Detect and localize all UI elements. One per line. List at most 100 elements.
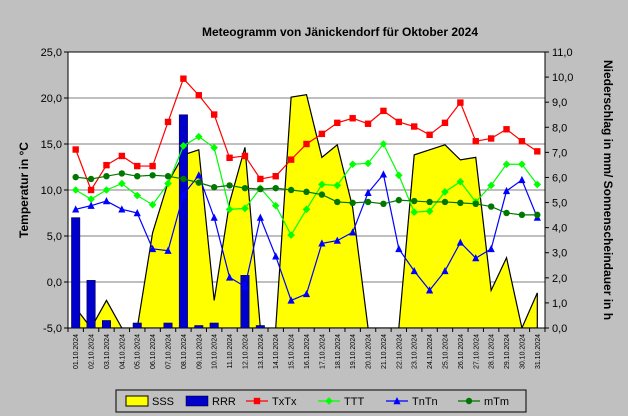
tntn-point	[164, 246, 172, 254]
txtx-point	[241, 152, 249, 160]
x-tick-label: 12.10.2024	[242, 334, 249, 369]
mtm-point	[380, 200, 387, 207]
tntn-point	[441, 266, 449, 275]
legend-marker-tntn	[393, 397, 401, 405]
ttt-point	[318, 180, 326, 189]
tntn-point	[87, 201, 95, 209]
x-tick-label: 04.10.2024	[119, 334, 126, 369]
ttt-point	[210, 143, 218, 152]
ttt-point	[502, 160, 511, 169]
tntn-point	[395, 244, 403, 253]
ttt-point	[287, 231, 295, 239]
mtm-point	[287, 186, 295, 194]
x-tick-label: 30.10.2024	[519, 334, 526, 369]
ttt-point	[225, 205, 234, 214]
mtm-point	[241, 184, 249, 192]
x-tick-label: 06.10.2024	[150, 334, 157, 369]
x-tick-label: 08.10.2024	[181, 334, 188, 369]
mtm-point	[334, 198, 341, 206]
tntn-point	[472, 254, 480, 262]
x-tick-label: 28.10.2024	[489, 334, 496, 369]
mtm-point	[226, 182, 233, 189]
mtm-point	[472, 200, 479, 207]
txtx-point	[210, 111, 218, 118]
line-series-layer	[71, 75, 542, 304]
legend-label-mtm: mTm	[484, 396, 509, 408]
txtx-point	[318, 130, 326, 138]
txtx-point	[411, 123, 418, 130]
mtm-point	[426, 198, 433, 206]
txtx-point	[149, 162, 156, 170]
mtm-point	[364, 198, 372, 206]
y-left-tick-label: 25,0	[41, 47, 62, 59]
ttt-point	[333, 181, 342, 190]
rrr-bar	[86, 280, 96, 329]
legend-swatch-rrr	[185, 395, 209, 407]
mtm-point	[103, 173, 110, 180]
y-left-tick-label: 10,0	[41, 185, 62, 197]
tntn-series	[72, 170, 541, 304]
legend: SSS RRR TxTx TTT TnTn mTm	[115, 389, 527, 413]
y-left-tick-label: 5,0	[47, 231, 62, 243]
ttt-point	[410, 208, 419, 216]
y-right-tick-label: 5,0	[552, 198, 567, 210]
rrr-bar	[101, 320, 111, 329]
txtx-point	[534, 148, 541, 155]
x-tick-label: 22.10.2024	[396, 334, 403, 369]
tntn-point	[272, 252, 280, 260]
ttt-point	[148, 200, 157, 209]
ttt-point	[348, 160, 357, 169]
ttt-point	[241, 204, 249, 213]
rrr-bar	[163, 322, 173, 329]
y-axis-right-label: Niederschlag in mm/ Sonnenscheindauer in…	[601, 60, 615, 320]
legend-marker-mtm	[465, 397, 473, 405]
rrr-bar	[255, 325, 265, 329]
x-tick-label: 09.10.2024	[196, 334, 203, 369]
mtm-point	[411, 197, 418, 205]
x-tick-label: 16.10.2024	[304, 334, 311, 369]
txtx-point	[164, 118, 172, 126]
tntn-point	[456, 238, 464, 246]
mtm-point	[303, 188, 310, 196]
y-left-tick-label: -5,0	[43, 323, 62, 335]
txtx-point	[334, 119, 341, 127]
tntn-point	[256, 213, 264, 221]
tntn-point	[225, 273, 234, 281]
txtx-point	[457, 99, 464, 106]
x-tick-label: 05.10.2024	[135, 334, 142, 369]
legend-label-rrr: RRR	[212, 396, 236, 408]
txtx-point	[72, 146, 79, 153]
tntn-point	[72, 205, 80, 213]
y-right-tick-label: 6,0	[552, 172, 567, 184]
y-right-tick-label: 9,0	[552, 97, 567, 109]
x-tick-label: 26.10.2024	[458, 334, 465, 369]
x-tick-label: 02.10.2024	[89, 334, 96, 369]
axes: -5,0 0,0 5,0 10,0 15,0 20,0 25,0 0,0 1,0 2,0 3,0 4,…	[41, 47, 574, 369]
legend-marker-ttt	[325, 397, 333, 405]
tntn-point	[241, 282, 249, 290]
y-right-tick-label: 8,0	[552, 122, 567, 134]
tntn-point	[149, 244, 157, 253]
ttt-point	[425, 207, 434, 215]
tntn-point	[302, 289, 311, 298]
tntn-point	[333, 236, 341, 244]
y-right-tick-label: 1,0	[552, 298, 567, 310]
x-tick-label: 19.10.2024	[350, 334, 357, 369]
ttt-point	[102, 186, 111, 194]
txtx-point	[503, 126, 510, 133]
legend-label-tntn: TnTn	[412, 396, 438, 408]
txtx-point	[180, 75, 187, 82]
legend-label-txtx: TxTx	[272, 396, 297, 408]
tntn-point	[364, 188, 372, 196]
ttt-series	[71, 132, 542, 239]
ttt-point	[487, 181, 495, 190]
ttt-point	[87, 195, 95, 203]
mtm-point	[72, 173, 79, 181]
x-tick-label: 15.10.2024	[289, 334, 296, 369]
txtx-point	[487, 135, 495, 142]
mtm-point	[180, 175, 187, 183]
tntn-point	[287, 296, 295, 304]
rrr-bar	[71, 217, 81, 329]
ttt-point	[441, 188, 449, 196]
